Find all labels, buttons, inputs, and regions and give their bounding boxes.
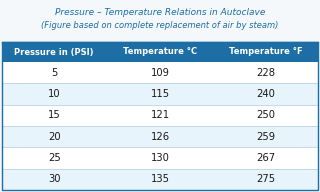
- Text: Pressure in (PSI): Pressure in (PSI): [14, 47, 94, 56]
- Text: Temperature °C: Temperature °C: [123, 47, 197, 56]
- Text: 109: 109: [150, 68, 170, 78]
- Text: 267: 267: [256, 153, 276, 163]
- Text: Temperature °F: Temperature °F: [229, 47, 303, 56]
- Text: 259: 259: [256, 132, 276, 142]
- Text: 115: 115: [150, 89, 170, 99]
- Text: 228: 228: [256, 68, 275, 78]
- Text: 126: 126: [150, 132, 170, 142]
- Text: 25: 25: [48, 153, 60, 163]
- Text: 15: 15: [48, 110, 60, 120]
- Text: 30: 30: [48, 174, 60, 184]
- Text: 240: 240: [256, 89, 275, 99]
- Text: Pressure – Temperature Relations in Autoclave: Pressure – Temperature Relations in Auto…: [55, 8, 265, 17]
- Text: 130: 130: [151, 153, 169, 163]
- Text: 5: 5: [51, 68, 57, 78]
- Bar: [2, 126, 318, 147]
- Bar: [2, 105, 318, 126]
- Text: 250: 250: [256, 110, 275, 120]
- Text: 121: 121: [150, 110, 170, 120]
- Text: (Figure based on complete replacement of air by steam): (Figure based on complete replacement of…: [41, 21, 279, 30]
- Bar: [2, 169, 318, 190]
- Text: 135: 135: [150, 174, 170, 184]
- Bar: [2, 83, 318, 105]
- Bar: [2, 42, 318, 190]
- Bar: [2, 62, 318, 83]
- Bar: [2, 147, 318, 169]
- Bar: [2, 42, 318, 62]
- Text: 20: 20: [48, 132, 60, 142]
- Text: 10: 10: [48, 89, 60, 99]
- Text: 275: 275: [256, 174, 276, 184]
